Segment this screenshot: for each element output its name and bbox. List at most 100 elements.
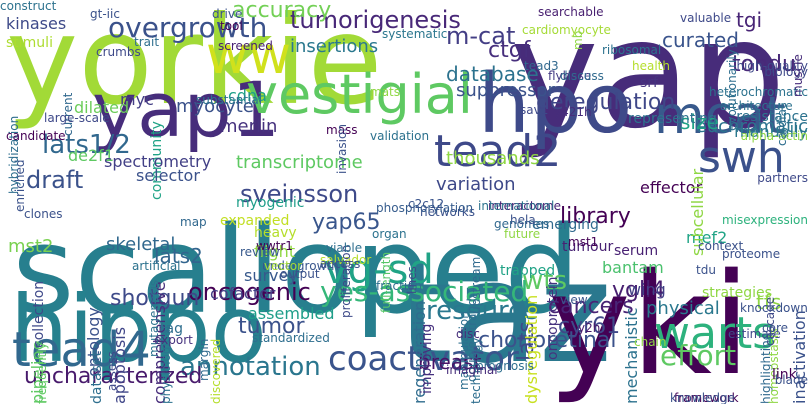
- cloud-word: uncharacterized: [24, 364, 203, 389]
- cloud-word: database: [446, 62, 539, 86]
- cloud-word: large-scale: [44, 111, 110, 125]
- cloud-word: tag: [160, 321, 183, 337]
- cloud-word: hippo: [10, 276, 267, 383]
- cloud-word: emerging: [532, 217, 599, 233]
- cloud-word: tead3: [524, 59, 559, 73]
- cloud-word: suppressor: [456, 80, 555, 101]
- cloud-word: mats: [370, 85, 400, 99]
- cloud-word: shotgun: [110, 286, 200, 311]
- cloud-word: tondu: [732, 52, 796, 77]
- cloud-word: skeletal: [106, 234, 176, 255]
- cloud-word: selector: [136, 166, 200, 185]
- cloud-word: genomes: [494, 217, 550, 231]
- cloud-word: ribosomal: [602, 43, 662, 57]
- cloud-word: hybridization: [7, 115, 21, 194]
- cloud-word: hela: [510, 213, 536, 227]
- cloud-word: construct: [0, 0, 57, 13]
- cloud-word: misexpression: [721, 213, 808, 227]
- cloud-word: yap1: [92, 65, 281, 154]
- cloud-word: cancers: [548, 294, 634, 319]
- cloud-word: tumorigenesis: [290, 6, 461, 34]
- cloud-word: map: [180, 215, 207, 229]
- cloud-word: scalloped: [12, 202, 581, 341]
- cloud-word: tumour: [562, 239, 614, 255]
- cloud-word: mass: [326, 123, 358, 137]
- cloud-word: frequently: [35, 342, 49, 404]
- cloud-word: chorioretinal: [478, 328, 617, 353]
- cloud-word: lats2: [154, 244, 203, 268]
- cloud-word: mechanistic: [622, 307, 641, 404]
- cloud-word: stimuli: [6, 35, 53, 51]
- cloud-word: flight: [254, 242, 296, 261]
- cloud-word: proliferation: [339, 244, 353, 318]
- cloud-word: assembled: [248, 304, 335, 323]
- cloud-word: high-quality: [736, 59, 808, 73]
- cloud-word: expanded: [220, 213, 290, 229]
- cloud-word: draft: [26, 166, 84, 194]
- cloud-word: substantial: [196, 93, 263, 107]
- cloud-word: yap: [510, 0, 786, 162]
- cloud-word: tumor: [238, 314, 305, 339]
- cloud-word: curated: [662, 28, 739, 52]
- cloud-word: invasion: [335, 123, 349, 174]
- cloud-word: yap65: [312, 210, 381, 235]
- cloud-word: spectrometry: [104, 152, 212, 171]
- cloud-word: collection: [31, 280, 47, 348]
- cloud-word: salvador: [320, 253, 372, 267]
- cloud-word: cofactor: [210, 284, 276, 303]
- cloud-word: proteome: [722, 247, 781, 261]
- cloud-word: gt-iic: [90, 7, 120, 21]
- cloud-word: link: [772, 367, 797, 383]
- cloud-word: view: [560, 293, 588, 307]
- cloud-word: valuable: [680, 11, 732, 25]
- cloud-word: wwtr1: [256, 239, 293, 253]
- cloud-word: knockdown: [740, 301, 808, 315]
- cloud-word: euchromatic: [695, 116, 808, 137]
- cloud-word: tfs: [756, 290, 782, 314]
- cloud-word: artificial: [132, 259, 181, 273]
- cloud-word: disc: [456, 327, 480, 341]
- cloud-word: export: [154, 333, 193, 347]
- cloud-word: chain: [634, 335, 667, 349]
- cloud-word: survey: [244, 266, 298, 285]
- cloud-word: thousands: [446, 148, 540, 169]
- cloud-word: evolutionarily: [725, 48, 739, 131]
- cloud-word: alpha-actin: [740, 129, 808, 143]
- cloud-word: screened: [218, 39, 273, 53]
- cloud-word: wing: [628, 280, 666, 299]
- cloud-word: networks: [420, 205, 475, 219]
- cloud-word: effector: [640, 178, 703, 197]
- cloud-word: searchable: [538, 5, 604, 19]
- cloud-word: yorkie: [6, 0, 383, 132]
- cloud-word: mef2: [686, 228, 728, 247]
- cloud-word: context: [698, 239, 744, 253]
- cloud-word: clones: [24, 207, 63, 221]
- cloud-word: sveinsson: [240, 180, 359, 208]
- cloud-word: heavy: [254, 225, 297, 241]
- cloud-word: strategies: [702, 285, 772, 301]
- cloud-word: representing: [628, 111, 717, 127]
- cloud-word: size: [680, 110, 719, 134]
- cloud-word: flybase: [548, 69, 592, 83]
- cloud-word: review: [240, 245, 280, 259]
- cloud-word: candidate: [6, 129, 66, 143]
- cloud-word: lines: [405, 266, 419, 294]
- cloud-word: merlin: [220, 116, 278, 137]
- cloud-word: mst2: [8, 236, 54, 257]
- cloud-word: dysregulation: [522, 294, 541, 404]
- cloud-word: interactome: [488, 199, 562, 213]
- cloud-word: standardized: [252, 331, 330, 345]
- cloud-word: imaginal: [446, 363, 498, 377]
- cloud-word: taz: [398, 232, 613, 395]
- cloud-word: tdu: [696, 263, 716, 277]
- cloud-word: m-cat: [446, 22, 516, 50]
- cloud-word: improving: [419, 323, 435, 394]
- cloud-word: fraction: [376, 279, 423, 293]
- cloud-word: kinases: [6, 14, 67, 33]
- cloud-word: oncoprotein: [545, 276, 561, 361]
- cloud-word: tgi: [736, 8, 763, 32]
- cloud-word: myc: [120, 90, 154, 109]
- cloud-word: systematic: [382, 27, 448, 41]
- cloud-word: core: [762, 321, 788, 335]
- cloud-word: lats1/2: [42, 130, 131, 160]
